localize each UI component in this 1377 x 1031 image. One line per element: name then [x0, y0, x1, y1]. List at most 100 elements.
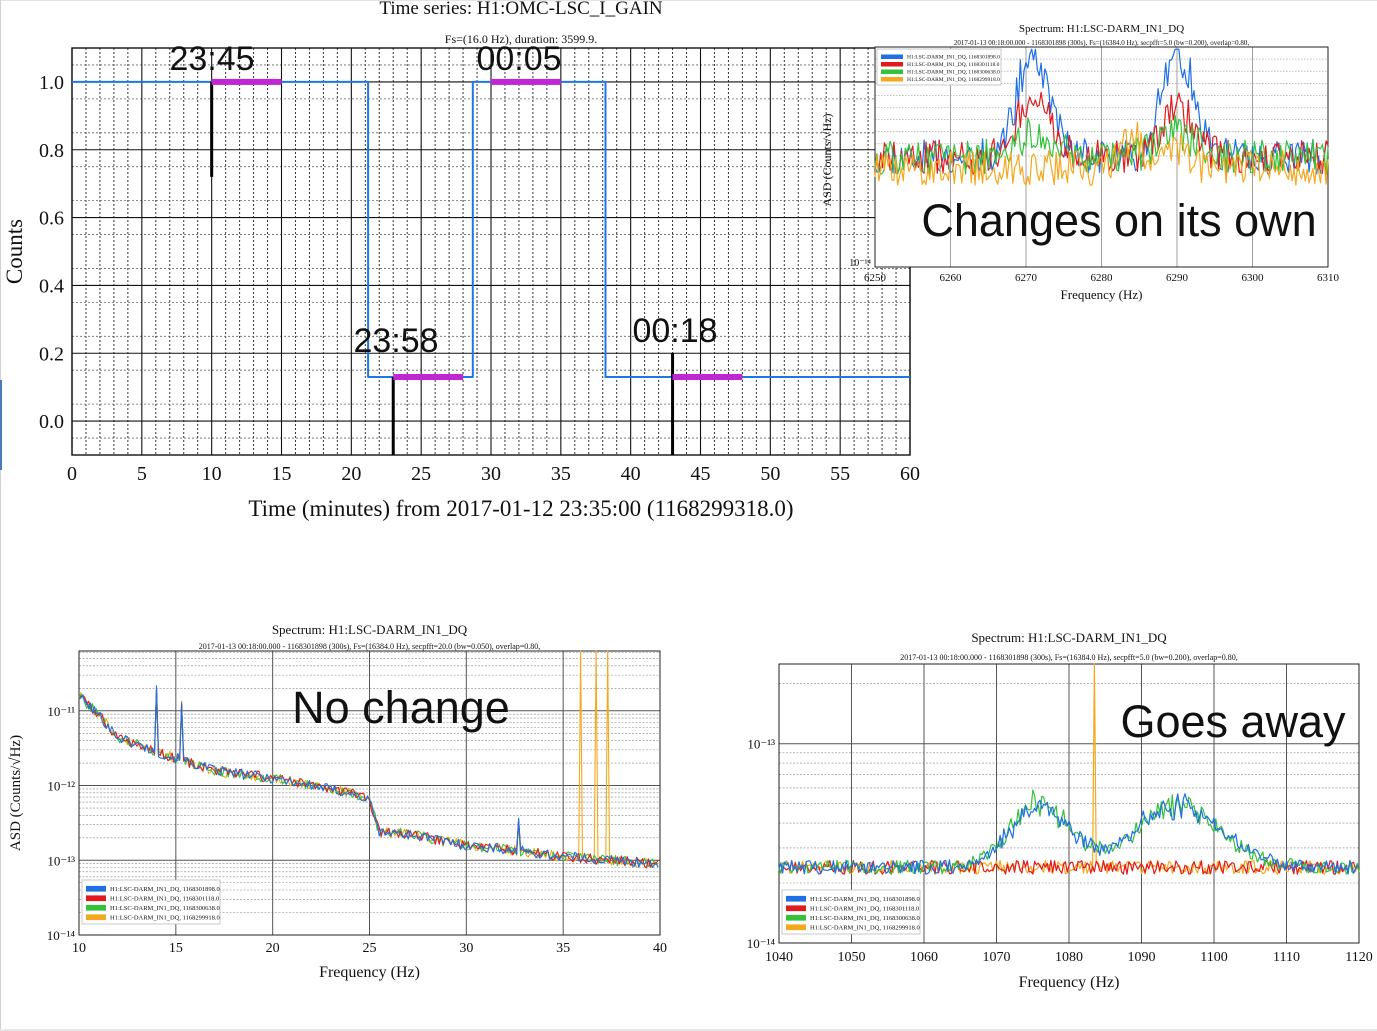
y-tick-label: 1.0 [39, 72, 64, 94]
legend-entry: H1:LSC-DARM_IN1_DQ, 1168301898.0 [907, 55, 1000, 61]
spectrum-series-3 [778, 789, 1360, 875]
x-tick-label: 1110 [1273, 950, 1300, 965]
x-tick-label: 6250 [864, 272, 887, 284]
y-tick-label: 10⁻¹⁴ [747, 936, 776, 951]
x-tick-label: 35 [556, 941, 570, 956]
legend-entry: H1:LSC-DARM_IN1_DQ, 1168299918.0 [110, 915, 220, 922]
x-tick-label: 1100 [1200, 950, 1227, 965]
time-marker-label: 00:05 [476, 40, 561, 78]
slide-left-border [0, 0, 1, 1031]
x-tick-label: 25 [363, 941, 377, 956]
legend-entry: H1:LSC-DARM_IN1_DQ, 1168300638.0 [110, 905, 220, 912]
legend-swatch [86, 885, 106, 892]
x-tick-label: 40 [653, 941, 667, 956]
x-tick-label: 0 [67, 463, 77, 485]
x-tick-label: 50 [760, 463, 780, 485]
y-axis-label: ASD (Counts/√Hz) [820, 114, 834, 207]
legend-swatch [786, 924, 806, 931]
legend-entry: H1:LSC-DARM_IN1_DQ, 1168301898.0 [110, 886, 220, 893]
spectrum-series-1 [874, 48, 1329, 175]
y-axis-label: ASD (Counts/√Hz) [8, 735, 24, 851]
legend-entry: H1:LSC-DARM_IN1_DQ, 1168300638.0 [907, 70, 1000, 76]
legend-swatch [86, 904, 106, 911]
legend-entry: H1:LSC-DARM_IN1_DQ, 1168300638.0 [810, 915, 920, 922]
x-tick-label: 30 [481, 463, 501, 485]
chart-title: Spectrum: H1:LSC-DARM_IN1_DQ [971, 630, 1167, 645]
legend-entry: H1:LSC-DARM_IN1_DQ, 1168301118.0 [110, 896, 219, 903]
x-axis-label: Time (minutes) from 2017-01-12 23:35:00 … [248, 496, 793, 521]
legend-swatch [86, 895, 106, 902]
legend-entry: H1:LSC-DARM_IN1_DQ, 1168301118.0 [810, 906, 919, 913]
spectrum-series-2 [778, 859, 1360, 875]
x-tick-label: 1040 [765, 950, 793, 965]
x-tick-label: 40 [621, 463, 641, 485]
x-tick-label: 20 [266, 941, 280, 956]
y-tick-label: 10⁻¹² [47, 779, 75, 794]
legend-entry: H1:LSC-DARM_IN1_DQ, 1168299918.0 [907, 77, 1000, 83]
x-tick-label: 30 [459, 941, 473, 956]
spectrum-bottom-left-panel: 10 15 20 25 30 35 40 10⁻¹⁴ 10⁻¹³ 10⁻¹² 10⁻¹¹ Spectr… [8, 622, 667, 981]
x-tick-label: 1090 [1128, 950, 1156, 965]
slide-bottom-border [0, 1029, 1377, 1031]
x-tick-label: 15 [272, 463, 292, 485]
legend-entry: H1:LSC-DARM_IN1_DQ, 1168301898.0 [810, 896, 920, 903]
y-tick-label: 0.6 [39, 208, 64, 230]
x-tick-label: 6290 [1166, 272, 1189, 284]
x-tick-label: 6310 [1317, 272, 1340, 284]
x-tick-label: 55 [830, 463, 850, 485]
plot-frame [874, 46, 1329, 268]
x-tick-label: 45 [691, 463, 711, 485]
slide-top-border [0, 0, 1377, 1]
spectrum-series-1 [78, 685, 659, 869]
annotation-changes-on-its-own: Changes on its own [921, 195, 1316, 246]
legend-entry: H1:LSC-DARM_IN1_DQ, 1168299918.0 [810, 925, 920, 932]
legend: H1:LSC-DARM_IN1_DQ, 1168301898.0 H1:LSC-D… [781, 889, 921, 935]
spectrum-series-4 [874, 121, 1329, 186]
x-tick-label: 10 [72, 941, 86, 956]
y-tick-label: 10⁻¹⁴ [47, 928, 76, 943]
y-axis-label: Counts [2, 219, 27, 284]
time-marker-bar [211, 78, 282, 85]
legend-swatch [786, 895, 806, 902]
y-tick-label: 10⁻¹¹ [47, 704, 75, 719]
time-marker-bar [491, 78, 561, 85]
y-tick-label: 10⁻¹⁴ [849, 258, 871, 269]
x-tick-label: 20 [341, 463, 361, 485]
chart-title: Time series: H1:OMC-LSC_I_GAIN [379, 0, 663, 19]
x-axis-label: Frequency (Hz) [319, 964, 420, 981]
chart-subtitle: 2017-01-13 00:18:00.000 - 1168301898 (30… [199, 642, 541, 651]
plot-frame [78, 650, 661, 936]
x-tick-label: 1060 [910, 950, 938, 965]
x-tick-label: 60 [900, 463, 920, 485]
annotation-goes-away: Goes away [1120, 696, 1346, 747]
x-tick-label: 5 [137, 463, 147, 485]
legend-entry: H1:LSC-DARM_IN1_DQ, 1168301118.0 [907, 62, 1000, 68]
spectrum-top-right-panel: 6250 6260 6270 6280 6290 6300 6310 10⁻¹⁴ Spectru… [820, 23, 1340, 302]
x-tick-label: 6260 [940, 272, 963, 284]
legend-swatch [86, 914, 106, 921]
x-tick-label: 1080 [1055, 950, 1083, 965]
y-tick-label: 0.0 [39, 411, 64, 433]
x-tick-label: 6300 [1242, 272, 1265, 284]
chart-subtitle: 2017-01-13 00:18:00.000 - 1168301898 (30… [954, 39, 1250, 47]
y-tick-label: 10⁻¹³ [47, 853, 75, 868]
x-tick-label: 35 [551, 463, 571, 485]
time-marker-bar [393, 373, 464, 380]
x-tick-label: 6270 [1015, 272, 1038, 284]
legend-swatch [881, 54, 903, 59]
chart-subtitle: Fs=(16.0 Hz), duration: 3599.9. [445, 32, 597, 46]
spectrum-bottom-right-panel: 1040 1050 1060 1070 1080 1090 1100 1110 1120 10⁻¹… [747, 630, 1373, 991]
time-marker-label: 23:45 [169, 40, 254, 78]
time-marker-label: 23:58 [353, 322, 438, 360]
gain-series-line [72, 80, 910, 378]
plot-frame [778, 663, 1360, 944]
spectrum-series-1 [778, 793, 1360, 875]
y-tick-label: 0.8 [39, 140, 64, 162]
annotation-no-change: No change [292, 682, 510, 733]
x-tick-label: 10 [202, 463, 222, 485]
chart-title: Spectrum: H1:LSC-DARM_IN1_DQ [272, 622, 468, 637]
x-tick-label: 1070 [983, 950, 1011, 965]
x-axis-label: Frequency (Hz) [1061, 287, 1143, 302]
spectrum-series-3 [874, 114, 1329, 176]
